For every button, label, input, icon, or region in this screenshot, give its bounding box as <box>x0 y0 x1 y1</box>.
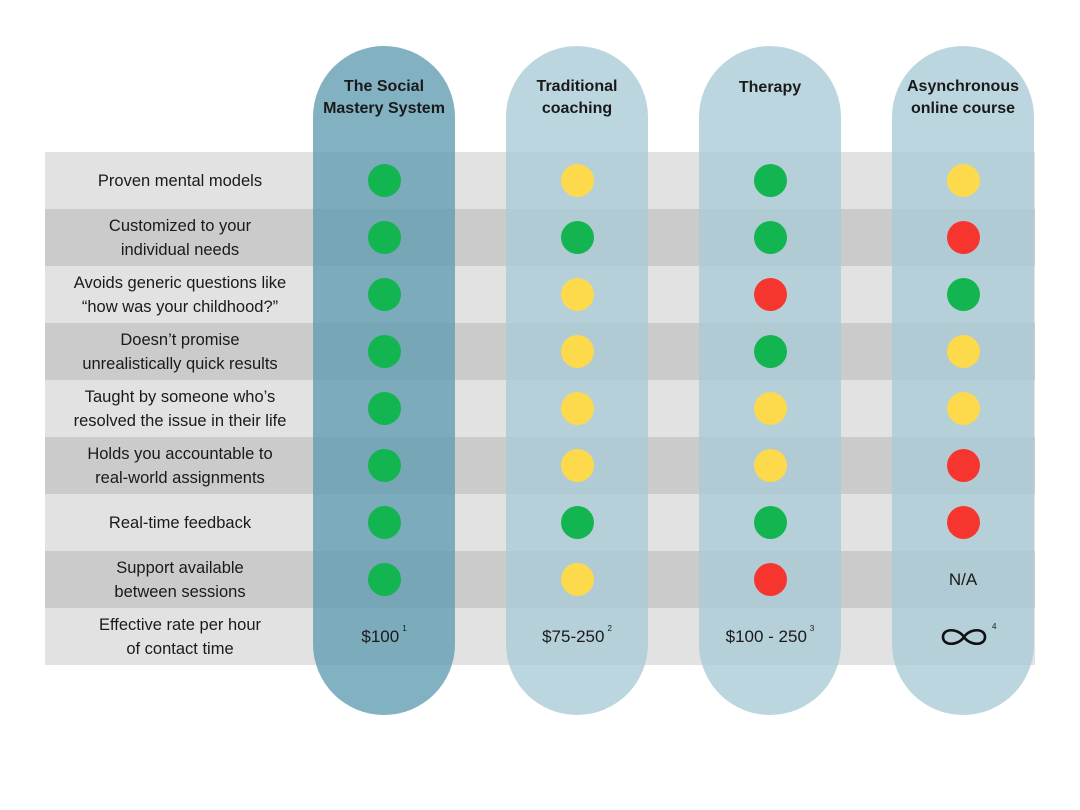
footnote-marker: 3 <box>809 623 815 633</box>
rate-amount: $100 <box>361 626 400 646</box>
column-highlight <box>313 46 455 715</box>
red-status-dot <box>946 449 980 482</box>
yellow-status-dot <box>560 278 594 311</box>
row-label: Avoids generic questions like “how was y… <box>73 273 287 316</box>
yellow-status-dot <box>560 335 594 368</box>
footnote-marker: 4 <box>992 621 997 631</box>
green-status-dot <box>753 221 787 254</box>
row-label: Holds you accountable to real-world assi… <box>87 444 273 487</box>
footnote-marker: 2 <box>607 623 612 633</box>
green-status-dot <box>946 278 980 311</box>
row-label: Taught by someone who’s resolved the iss… <box>73 387 287 430</box>
footnote-marker: 1 <box>402 623 407 633</box>
rate-value: $100 - 250 3 <box>699 623 841 647</box>
rate-amount: $75-250 <box>542 626 605 646</box>
green-status-dot <box>560 506 594 539</box>
column-highlight <box>506 46 648 715</box>
row-label: Effective rate per hour of contact time <box>98 615 262 658</box>
yellow-status-dot <box>560 164 594 197</box>
yellow-status-dot <box>560 449 594 482</box>
green-status-dot <box>367 449 401 482</box>
yellow-status-dot <box>946 164 980 197</box>
yellow-status-dot <box>560 563 594 596</box>
green-status-dot <box>367 392 401 425</box>
green-status-dot <box>367 506 401 539</box>
column-highlight <box>699 46 841 715</box>
yellow-status-dot <box>946 335 980 368</box>
yellow-status-dot <box>560 392 594 425</box>
red-status-dot <box>946 506 980 539</box>
green-status-dot <box>367 221 401 254</box>
column-highlight <box>892 46 1034 715</box>
green-status-dot <box>367 164 401 197</box>
rate-value: $75-250 2 <box>506 623 648 647</box>
green-status-dot <box>367 563 401 596</box>
column-header: The Social Mastery System <box>323 78 445 117</box>
red-status-dot <box>753 563 787 596</box>
row-label: Support available between sessions <box>114 558 246 601</box>
column-header: Traditional coaching <box>536 78 618 117</box>
red-status-dot <box>753 278 787 311</box>
column-header: Asynchronous online course <box>906 78 1019 117</box>
column-header: Therapy <box>738 79 802 96</box>
row-label: Real-time feedback <box>108 513 252 532</box>
green-status-dot <box>367 335 401 368</box>
green-status-dot <box>367 278 401 311</box>
red-status-dot <box>946 221 980 254</box>
row-label: Proven mental models <box>97 171 263 190</box>
rate-value: $100 1 <box>313 623 455 647</box>
yellow-status-dot <box>753 449 787 482</box>
green-status-dot <box>753 335 787 368</box>
row-label: Doesn’t promise unrealistically quick re… <box>82 330 278 373</box>
green-status-dot <box>753 506 787 539</box>
cell-value: N/A <box>948 569 978 589</box>
row-label: Customized to your individual needs <box>108 216 252 259</box>
green-status-dot <box>560 221 594 254</box>
yellow-status-dot <box>946 392 980 425</box>
rate-amount: $100 - 250 <box>725 626 807 646</box>
yellow-status-dot <box>753 392 787 425</box>
green-status-dot <box>753 164 787 197</box>
infinity-icon <box>941 628 987 645</box>
